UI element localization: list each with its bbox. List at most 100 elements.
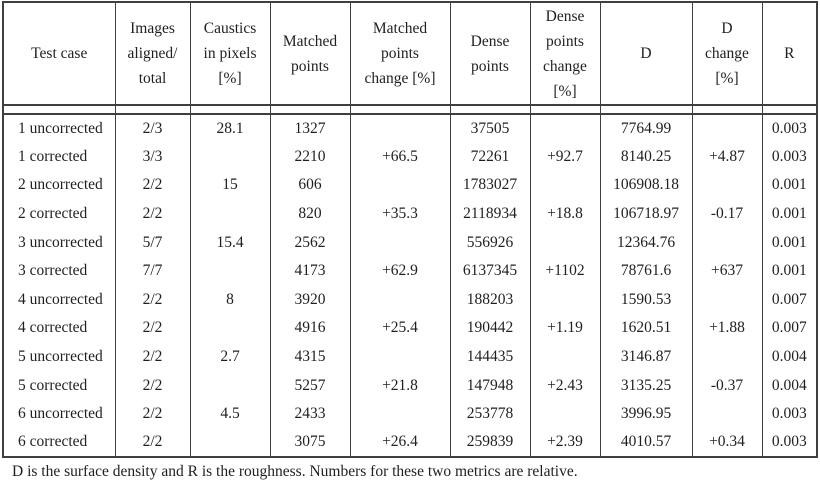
table-row: 5 corrected 2/2 5257 +21.8 147948 +2.43 3135.2… bbox=[2, 371, 818, 400]
table-row: 3 uncorrected 5/7 15.4 2562 556926 12364.76 0.… bbox=[2, 228, 818, 257]
col-header-dense-points: Dense points bbox=[449, 2, 531, 106]
cell-dense-points-change bbox=[529, 399, 601, 429]
table-row: 2 uncorrected 2/2 15 606 1783027 106908.18 0.0… bbox=[2, 171, 818, 200]
cell-test-case: 4 uncorrected bbox=[2, 285, 116, 315]
cell-test-case: 5 corrected bbox=[2, 371, 116, 400]
col-header-test-case: Test case bbox=[2, 2, 116, 106]
cell-dense-points-change bbox=[529, 171, 601, 200]
header-separator-cell bbox=[691, 105, 763, 115]
cell-matched-points-change bbox=[349, 342, 451, 372]
cell-r: 0.001 bbox=[761, 199, 818, 229]
cell-d: 8140.25 bbox=[599, 142, 693, 172]
cell-matched-points: 4315 bbox=[269, 342, 351, 372]
cell-d-change bbox=[691, 228, 763, 257]
cell-d: 1590.53 bbox=[599, 285, 693, 315]
cell-images-aligned-total: 2/2 bbox=[114, 199, 191, 229]
cell-dense-points-change: +2.43 bbox=[529, 371, 601, 400]
cell-r: 0.001 bbox=[761, 171, 818, 200]
cell-images-aligned-total: 3/3 bbox=[114, 142, 191, 172]
cell-matched-points: 1327 bbox=[269, 114, 351, 143]
table-row: 5 uncorrected 2/2 2.7 4315 144435 3146.87 0.00… bbox=[2, 342, 818, 372]
cell-r: 0.003 bbox=[761, 114, 818, 143]
table-row: 1 corrected 3/3 2210 +66.5 72261 +92.7 8140.25… bbox=[2, 142, 818, 172]
cell-dense-points-change: +2.39 bbox=[529, 428, 601, 458]
cell-matched-points-change bbox=[349, 114, 451, 143]
header-separator-cell bbox=[599, 105, 693, 115]
cell-d: 106718.97 bbox=[599, 199, 693, 229]
cell-d: 78761.6 bbox=[599, 256, 693, 286]
cell-matched-points-change: +25.4 bbox=[349, 314, 451, 343]
cell-d-change: +4.87 bbox=[691, 142, 763, 172]
cell-test-case: 1 corrected bbox=[2, 142, 116, 172]
header-row: Test case Images aligned/ total Caustics… bbox=[2, 2, 818, 106]
cell-matched-points: 4916 bbox=[269, 314, 351, 343]
cell-caustics-in-pixels: 8 bbox=[189, 285, 271, 315]
cell-dense-points-change bbox=[529, 228, 601, 257]
cell-images-aligned-total: 2/2 bbox=[114, 342, 191, 372]
cell-test-case: 1 uncorrected bbox=[2, 114, 116, 143]
cell-caustics-in-pixels: 28.1 bbox=[189, 114, 271, 143]
col-header-caustics-in-pixels: Caustics in pixels [%] bbox=[189, 2, 271, 106]
cell-matched-points-change: +21.8 bbox=[349, 371, 451, 400]
cell-r: 0.003 bbox=[761, 428, 818, 458]
cell-dense-points: 2118934 bbox=[449, 199, 531, 229]
cell-r: 0.001 bbox=[761, 256, 818, 286]
cell-r: 0.007 bbox=[761, 314, 818, 343]
cell-caustics-in-pixels bbox=[189, 371, 271, 400]
cell-d-change: +0.34 bbox=[691, 428, 763, 458]
header-separator-row bbox=[2, 105, 818, 115]
cell-dense-points: 1783027 bbox=[449, 171, 531, 200]
cell-dense-points: 259839 bbox=[449, 428, 531, 458]
table-row: 1 uncorrected 2/3 28.1 1327 37505 7764.99 0.00… bbox=[2, 114, 818, 143]
cell-matched-points-change bbox=[349, 285, 451, 315]
cell-dense-points: 144435 bbox=[449, 342, 531, 372]
col-header-images-aligned-total: Images aligned/ total bbox=[114, 2, 191, 106]
cell-test-case: 4 corrected bbox=[2, 314, 116, 343]
cell-d-change bbox=[691, 171, 763, 200]
table-body: 1 uncorrected 2/3 28.1 1327 37505 7764.99 0.00… bbox=[2, 105, 818, 458]
cell-r: 0.003 bbox=[761, 399, 818, 429]
cell-test-case: 6 corrected bbox=[2, 428, 116, 458]
col-header-matched-points: Matched points bbox=[269, 2, 351, 106]
cell-dense-points-change: +1102 bbox=[529, 256, 601, 286]
cell-d: 106908.18 bbox=[599, 171, 693, 200]
cell-caustics-in-pixels bbox=[189, 428, 271, 458]
col-header-dense-points-change: Dense points change [%] bbox=[529, 2, 601, 106]
cell-matched-points: 2562 bbox=[269, 228, 351, 257]
cell-d-change: -0.37 bbox=[691, 371, 763, 400]
cell-images-aligned-total: 7/7 bbox=[114, 256, 191, 286]
cell-r: 0.001 bbox=[761, 228, 818, 257]
cell-dense-points-change: +18.8 bbox=[529, 199, 601, 229]
cell-dense-points: 6137345 bbox=[449, 256, 531, 286]
cell-d-change bbox=[691, 285, 763, 315]
table-footnote: D is the surface density and R is the ro… bbox=[12, 463, 578, 481]
cell-dense-points: 37505 bbox=[449, 114, 531, 143]
cell-caustics-in-pixels: 2.7 bbox=[189, 342, 271, 372]
table-row: 4 corrected 2/2 4916 +25.4 190442 +1.19 1620.5… bbox=[2, 314, 818, 343]
cell-matched-points-change bbox=[349, 399, 451, 429]
header-separator-cell bbox=[269, 105, 351, 115]
cell-r: 0.004 bbox=[761, 371, 818, 400]
cell-d: 12364.76 bbox=[599, 228, 693, 257]
cell-matched-points: 606 bbox=[269, 171, 351, 200]
cell-images-aligned-total: 2/2 bbox=[114, 314, 191, 343]
cell-r: 0.003 bbox=[761, 142, 818, 172]
cell-test-case: 3 uncorrected bbox=[2, 228, 116, 257]
col-header-matched-points-change: Matched points change [%] bbox=[349, 2, 451, 106]
cell-matched-points-change bbox=[349, 171, 451, 200]
col-header-r: R bbox=[761, 2, 818, 106]
cell-caustics-in-pixels bbox=[189, 314, 271, 343]
table-header: Test case Images aligned/ total Caustics… bbox=[2, 2, 818, 106]
cell-d: 4010.57 bbox=[599, 428, 693, 458]
cell-caustics-in-pixels: 15.4 bbox=[189, 228, 271, 257]
cell-dense-points: 253778 bbox=[449, 399, 531, 429]
cell-test-case: 3 corrected bbox=[2, 256, 116, 286]
cell-dense-points: 188203 bbox=[449, 285, 531, 315]
cell-matched-points-change: +66.5 bbox=[349, 142, 451, 172]
cell-d-change: +637 bbox=[691, 256, 763, 286]
cell-d-change bbox=[691, 399, 763, 429]
cell-caustics-in-pixels bbox=[189, 199, 271, 229]
cell-r: 0.004 bbox=[761, 342, 818, 372]
cell-r: 0.007 bbox=[761, 285, 818, 315]
